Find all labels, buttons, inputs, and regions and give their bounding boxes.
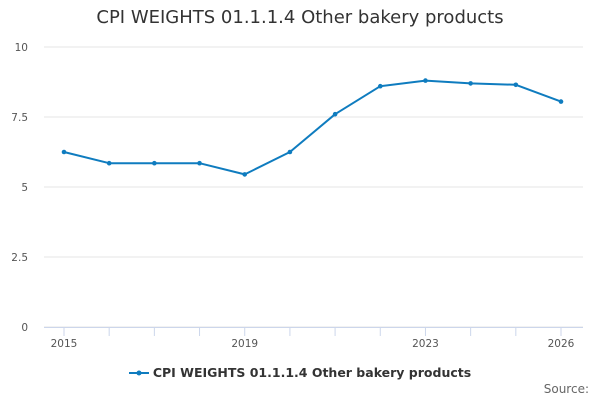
credits-link[interactable]: Source:	[543, 382, 589, 396]
legend: CPI WEIGHTS 01.1.1.4 Other bakery produc…	[0, 365, 600, 382]
data-point[interactable]	[197, 160, 202, 166]
legend-item[interactable]: CPI WEIGHTS 01.1.1.4 Other bakery produc…	[128, 365, 472, 380]
legend-swatch-icon	[128, 370, 149, 375]
data-point[interactable]	[242, 172, 248, 177]
series-layer	[61, 78, 564, 177]
axes: 0 2.5 5 7.5 10 2015 2019 2023 2026	[11, 42, 583, 350]
data-point[interactable]	[423, 78, 428, 83]
legend-label: CPI WEIGHTS 01.1.1.4 Other bakery produc…	[152, 365, 472, 380]
data-point[interactable]	[513, 82, 519, 88]
data-point[interactable]	[468, 81, 473, 86]
data-point[interactable]	[377, 83, 383, 89]
y-tick-label: 10	[15, 42, 28, 54]
x-tick-label: 2015	[51, 338, 78, 350]
y-tick-label: 0	[21, 322, 28, 334]
y-tick-label: 5	[21, 182, 28, 194]
x-tick-label: 2026	[548, 338, 575, 350]
series-line	[63, 79, 562, 176]
data-point[interactable]	[106, 160, 112, 166]
data-point[interactable]	[61, 149, 67, 155]
data-point[interactable]	[287, 149, 293, 155]
y-tick-label: 2.5	[11, 252, 28, 264]
data-point[interactable]	[558, 99, 564, 104]
gridlines	[44, 46, 583, 328]
chart-title: CPI WEIGHTS 01.1.1.4 Other bakery produc…	[96, 7, 504, 28]
x-tick-label: 2023	[412, 338, 439, 350]
data-point[interactable]	[152, 160, 157, 166]
y-tick-label: 7.5	[11, 112, 28, 124]
x-tick-label: 2019	[231, 338, 258, 350]
data-point[interactable]	[332, 111, 338, 117]
